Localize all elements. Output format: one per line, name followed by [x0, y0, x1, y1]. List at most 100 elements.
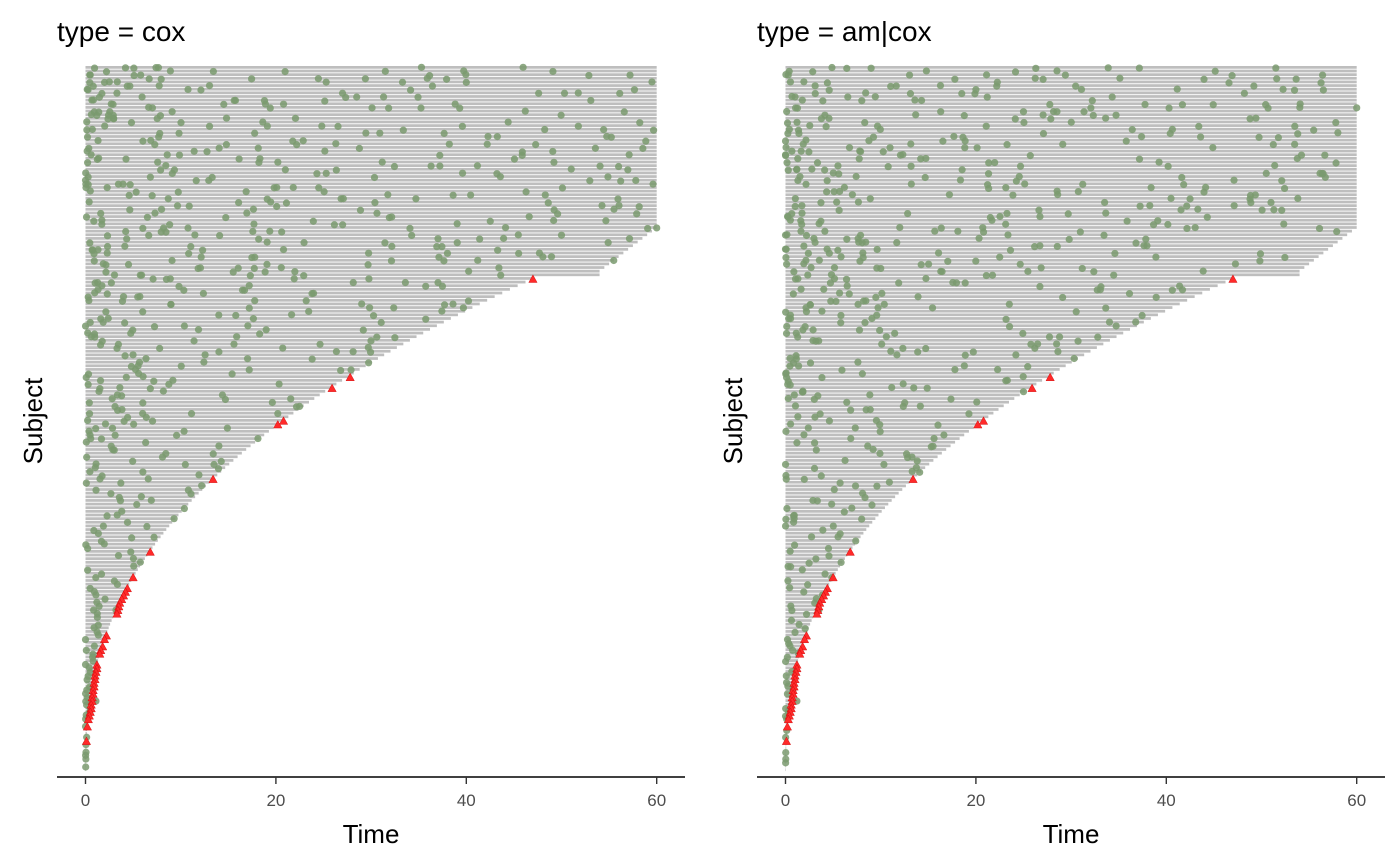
recurrent-event-point	[462, 78, 470, 86]
recurrent-event-point	[811, 82, 819, 90]
recurrent-event-point	[92, 486, 100, 494]
recurrent-event-point	[142, 355, 150, 363]
recurrent-event-point	[861, 118, 869, 127]
recurrent-event-point	[851, 424, 859, 432]
recurrent-event-point	[1136, 202, 1144, 210]
recurrent-event-point	[1195, 122, 1203, 130]
recurrent-event-point	[819, 97, 827, 105]
recurrent-event-point	[175, 282, 183, 291]
recurrent-event-point	[921, 173, 929, 182]
recurrent-event-point	[84, 380, 92, 389]
follow-up-bar	[85, 91, 657, 95]
recurrent-event-point	[170, 515, 178, 523]
recurrent-event-point	[951, 75, 959, 83]
recurrent-event-point	[274, 409, 282, 418]
recurrent-event-point	[121, 242, 129, 250]
recurrent-event-point	[783, 504, 791, 513]
recurrent-event-point	[250, 264, 258, 272]
recurrent-event-point	[97, 209, 105, 218]
recurrent-event-point	[817, 199, 825, 207]
terminal-event-marker	[81, 736, 91, 745]
recurrent-event-point	[813, 159, 822, 167]
recurrent-event-point	[876, 125, 884, 133]
recurrent-event-point	[784, 166, 792, 174]
recurrent-event-point	[187, 490, 195, 498]
follow-up-bar	[785, 571, 836, 575]
recurrent-event-point	[1116, 74, 1124, 82]
recurrent-event-point	[1059, 293, 1067, 302]
recurrent-event-point	[1053, 108, 1061, 116]
recurrent-event-point	[841, 456, 849, 465]
follow-up-bar	[85, 211, 657, 215]
recurrent-event-point	[465, 267, 473, 275]
recurrent-event-point	[279, 245, 288, 254]
terminal-event-marker	[83, 714, 93, 724]
recurrent-event-point	[215, 311, 223, 319]
recurrent-event-point	[804, 249, 812, 257]
follow-up-bar	[85, 419, 284, 422]
follow-up-bar	[85, 499, 192, 502]
recurrent-event-point	[1122, 137, 1130, 145]
recurrent-event-point	[560, 89, 569, 97]
recurrent-event-point	[293, 141, 301, 149]
recurrent-event-point	[90, 257, 98, 265]
follow-up-bar	[785, 142, 1357, 146]
recurrent-event-point	[616, 89, 624, 98]
recurrent-event-point	[123, 235, 131, 243]
recurrent-event-point	[240, 286, 249, 294]
recurrent-event-point	[833, 198, 841, 206]
recurrent-event-point	[1147, 184, 1155, 192]
recurrent-event-point	[128, 534, 136, 542]
recurrent-event-point	[1203, 213, 1211, 221]
recurrent-event-point	[781, 460, 790, 469]
recurrent-event-point	[1102, 304, 1110, 312]
follow-up-bar	[85, 277, 533, 280]
recurrent-event-point	[222, 114, 231, 122]
recurrent-event-point	[834, 533, 842, 541]
follow-up-bar	[85, 186, 657, 189]
recurrent-event-point	[90, 217, 98, 225]
follow-up-bar	[785, 666, 797, 670]
recurrent-event-point	[1209, 101, 1217, 109]
recurrent-event-point	[614, 195, 622, 203]
recurrent-event-point	[1036, 282, 1044, 291]
recurrent-event-point	[443, 75, 451, 83]
recurrent-event-point	[121, 319, 129, 327]
follow-up-bar	[85, 309, 466, 313]
x-ticks: 0 20 40 60	[81, 777, 666, 810]
recurrent-event-point	[438, 243, 446, 251]
recurrent-event-point	[930, 434, 938, 443]
recurrent-event-point	[1137, 133, 1146, 141]
recurrent-event-point	[1273, 75, 1281, 83]
recurrent-event-point	[474, 256, 482, 264]
recurrent-event-point	[782, 427, 790, 435]
recurrent-event-point	[1274, 133, 1283, 142]
follow-up-bar	[785, 135, 1357, 138]
recurrent-event-point	[381, 239, 389, 247]
recurrent-event-point	[248, 75, 256, 83]
recurrent-event-point	[223, 424, 231, 432]
recurrent-event-point	[263, 238, 271, 246]
recurrent-event-point	[93, 613, 101, 621]
terminal-event-marker	[278, 416, 289, 425]
recurrent-event-point	[917, 96, 926, 105]
recurrent-event-point	[94, 136, 102, 145]
follow-up-bar	[85, 397, 315, 400]
recurrent-event-point	[1101, 198, 1109, 207]
follow-up-bar	[85, 182, 657, 186]
follow-up-bar	[85, 284, 518, 288]
recurrent-event-point	[1164, 162, 1172, 170]
follow-up-bar	[85, 146, 657, 149]
recurrent-event-point	[931, 227, 939, 235]
recurrent-event-point	[790, 268, 798, 276]
recurrent-event-point	[102, 268, 110, 276]
recurrent-event-point	[175, 151, 184, 159]
recurrent-event-point	[1240, 89, 1248, 97]
recurrent-event-point	[103, 512, 111, 520]
follow-up-bar	[85, 593, 124, 597]
recurrent-event-point	[922, 274, 930, 283]
recurrent-event-point	[322, 169, 330, 177]
recurrent-event-point	[817, 472, 825, 480]
follow-up-bar	[785, 480, 910, 484]
recurrent-event-point	[800, 78, 808, 86]
